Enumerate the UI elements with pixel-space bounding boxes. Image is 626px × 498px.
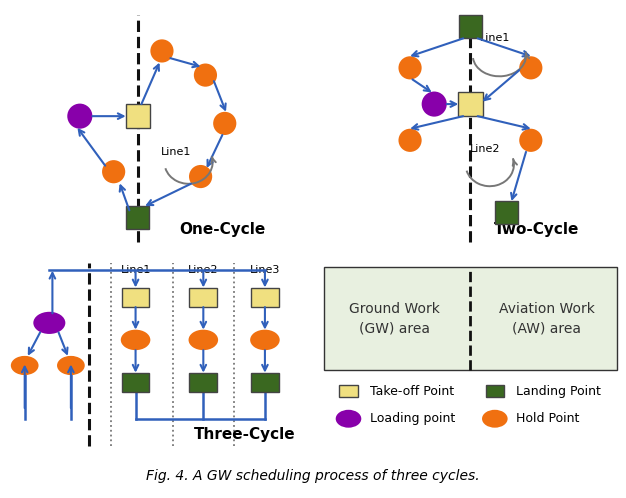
Text: Take-off Point: Take-off Point bbox=[370, 384, 454, 397]
Bar bbox=[458, 92, 483, 116]
Circle shape bbox=[189, 165, 212, 188]
Bar bbox=[126, 104, 150, 128]
Text: Loading point: Loading point bbox=[370, 412, 455, 425]
Bar bbox=[339, 384, 357, 397]
Circle shape bbox=[336, 410, 361, 428]
Circle shape bbox=[519, 56, 542, 80]
Circle shape bbox=[121, 330, 150, 350]
Bar bbox=[459, 15, 482, 38]
Text: Line1: Line1 bbox=[120, 265, 151, 275]
Bar bbox=[324, 267, 617, 370]
Circle shape bbox=[150, 39, 173, 63]
Bar bbox=[486, 384, 504, 397]
Bar bbox=[495, 201, 518, 224]
Circle shape bbox=[213, 112, 237, 135]
Circle shape bbox=[102, 160, 125, 183]
Bar bbox=[190, 373, 217, 392]
Text: Two-Cycle: Two-Cycle bbox=[494, 222, 579, 237]
Text: One-Cycle: One-Cycle bbox=[180, 222, 266, 237]
Text: Line2: Line2 bbox=[188, 265, 218, 275]
Text: Line1: Line1 bbox=[162, 147, 192, 157]
Text: Aviation Work
(AW) area: Aviation Work (AW) area bbox=[499, 302, 595, 335]
Circle shape bbox=[482, 410, 508, 428]
Text: Line1: Line1 bbox=[480, 33, 510, 43]
Bar bbox=[190, 288, 217, 307]
Bar bbox=[251, 373, 279, 392]
Circle shape bbox=[67, 104, 93, 128]
Circle shape bbox=[57, 356, 85, 375]
Text: Fig. 4. A GW scheduling process of three cycles.: Fig. 4. A GW scheduling process of three… bbox=[146, 469, 480, 483]
Circle shape bbox=[11, 356, 39, 375]
Bar bbox=[121, 288, 150, 307]
Text: Hold Point: Hold Point bbox=[516, 412, 580, 425]
Text: Line2: Line2 bbox=[470, 144, 500, 154]
Text: Line3: Line3 bbox=[250, 265, 280, 275]
Circle shape bbox=[399, 128, 422, 152]
Bar bbox=[121, 373, 150, 392]
Bar bbox=[126, 206, 149, 229]
Circle shape bbox=[194, 64, 217, 87]
Circle shape bbox=[519, 128, 542, 152]
Circle shape bbox=[33, 312, 65, 334]
Circle shape bbox=[188, 330, 218, 350]
Text: Three-Cycle: Three-Cycle bbox=[194, 427, 295, 442]
Bar bbox=[251, 288, 279, 307]
Circle shape bbox=[250, 330, 280, 350]
Text: Ground Work
(GW) area: Ground Work (GW) area bbox=[349, 302, 439, 335]
Text: Landing Point: Landing Point bbox=[516, 384, 601, 397]
Circle shape bbox=[399, 56, 422, 80]
Circle shape bbox=[422, 92, 447, 117]
